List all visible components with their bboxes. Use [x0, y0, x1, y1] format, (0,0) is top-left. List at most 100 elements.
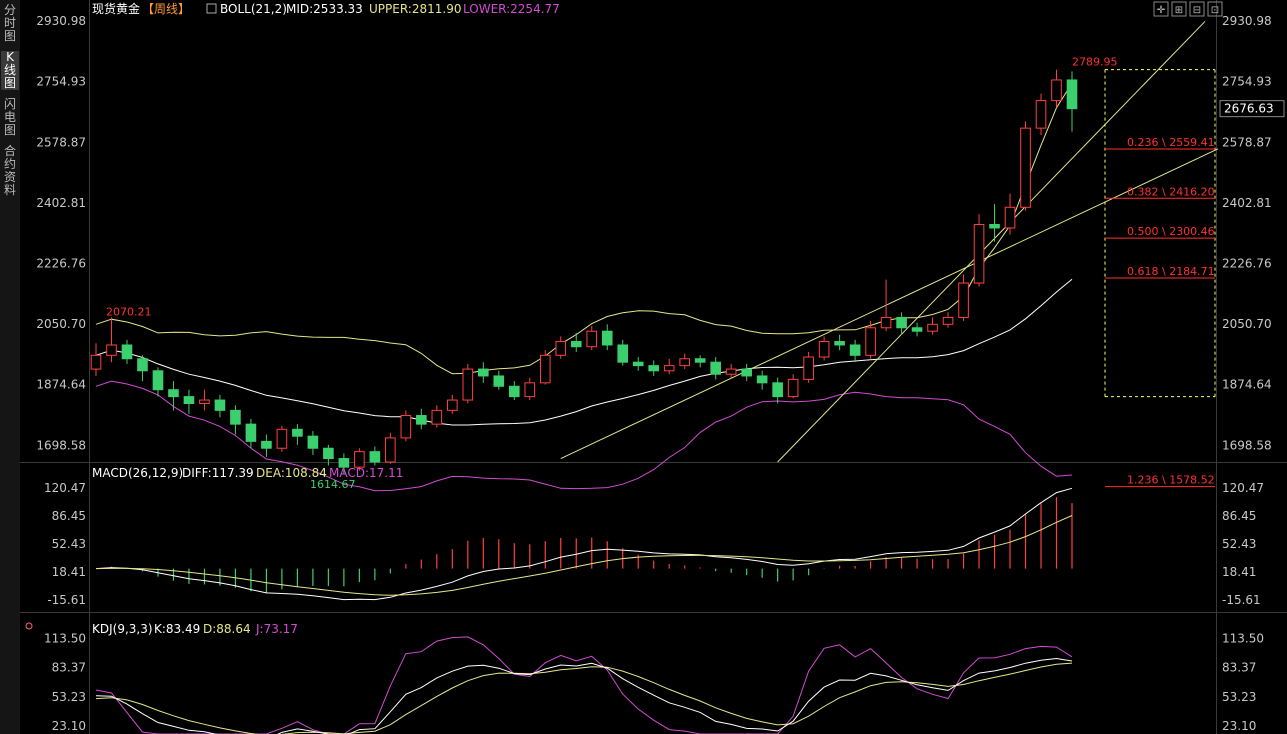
candle-body-58 — [989, 224, 1000, 229]
kdj-label: KDJ(9,3,3) — [92, 622, 153, 636]
zoom-out-icon-glyph: ⊟ — [1193, 5, 1201, 16]
candle-body-48 — [834, 341, 845, 346]
zoom-out-icon[interactable] — [1189, 1, 1205, 17]
y-tick-left-3: 2402.81 — [36, 196, 86, 210]
macd-tick-right-4: -15.61 — [1222, 593, 1261, 607]
candle-body-9 — [230, 409, 241, 425]
candle-body-27 — [508, 385, 520, 398]
macd-tick-right-1: 86.45 — [1222, 509, 1256, 523]
candle-body-42 — [741, 368, 752, 377]
boll-toggle-icon — [206, 3, 217, 14]
kdj-tick-left-1: 83.37 — [52, 661, 86, 675]
candle-body-36 — [648, 365, 660, 372]
candle-body-35 — [632, 361, 644, 367]
candle-body-43 — [756, 375, 768, 384]
boll-upper-line — [95, 83, 1073, 375]
candle-body-40 — [710, 361, 721, 375]
boll-mid: MID:2533.33 — [286, 2, 363, 16]
candle-body-51 — [880, 316, 892, 329]
crosshair-icon[interactable] — [1153, 1, 1169, 17]
sidebar-tab-0[interactable]: 分时图 — [3, 3, 16, 43]
y-tick-right-1: 2754.93 — [1222, 75, 1272, 89]
macd-label: MACD(26,12,9) — [92, 466, 183, 480]
fib-label-0: 0.236 \ 2559.41 — [1127, 136, 1215, 149]
candle-body-32 — [586, 330, 598, 348]
y-tick-right-6: 1874.64 — [1222, 378, 1272, 392]
candle-body-54 — [927, 323, 938, 332]
macd-tick-left-0: 120.47 — [44, 481, 86, 495]
period-label: 【周线】 — [142, 2, 190, 16]
y-tick-right-4: 2226.76 — [1222, 256, 1272, 270]
candle-body-22 — [431, 409, 443, 425]
candle-body-55 — [942, 316, 954, 325]
candle-body-47 — [818, 341, 830, 358]
y-tick-right-0: 2930.98 — [1222, 14, 1272, 28]
chart-area[interactable]: 2930.98 2930.98 2754.93 2754.93 2578.87 2578.… — [20, 0, 1287, 734]
kdj-k-line — [95, 657, 1073, 734]
macd-tick-right-2: 52.43 — [1222, 537, 1256, 551]
macd-value: MACD:17.11 — [329, 466, 403, 480]
candle-body-30 — [555, 341, 567, 356]
left-high-label: 2070.21 — [106, 305, 152, 318]
candle-body-26 — [493, 375, 505, 387]
boll-mid-line — [95, 278, 1073, 426]
macd-tick-left-3: 18.41 — [52, 565, 86, 579]
instrument-name: 现货黄金 — [92, 1, 140, 16]
candle-body-52 — [896, 316, 907, 329]
fib-label-2: 0.500 \ 2300.46 — [1127, 225, 1215, 238]
crosshair-icon-glyph: ✛ — [1157, 5, 1166, 16]
zoom-in-icon[interactable] — [1171, 1, 1187, 17]
candle-body-3 — [137, 358, 148, 372]
trendline-upper — [777, 21, 1206, 463]
sidebar-tab-1[interactable]: K线图 — [1, 51, 19, 90]
sidebar-tab-2[interactable]: 闪电图 — [3, 97, 16, 137]
candle-body-34 — [617, 344, 629, 363]
macd-tick-left-2: 52.43 — [52, 537, 86, 551]
candle-body-2 — [121, 344, 133, 360]
y-tick-right-2: 2578.87 — [1222, 135, 1272, 149]
kdj-tick-left-0: 113.50 — [44, 631, 86, 645]
candle-body-38 — [679, 358, 691, 367]
candle-body-49 — [849, 344, 861, 356]
macd-diff-line — [95, 487, 1073, 601]
sidebar-tab-3[interactable]: 合约资料 — [3, 144, 16, 197]
candle-body-59 — [1004, 206, 1016, 229]
fib-label-1: 0.382 \ 2416.20 — [1127, 185, 1215, 198]
boll-upper: UPPER:2811.90 — [369, 2, 461, 16]
y-tick-right-5: 2050.70 — [1222, 317, 1272, 331]
candle-body-7 — [199, 399, 210, 404]
candle-body-13 — [292, 428, 303, 437]
kdj-j: J:73.17 — [255, 622, 298, 636]
candle-body-28 — [524, 382, 536, 398]
y-tick-right-3: 2402.81 — [1222, 196, 1272, 210]
candle-body-46 — [803, 356, 814, 380]
kdj-d: D:88.64 — [203, 622, 251, 636]
candle-body-44 — [772, 382, 783, 398]
high-label: 2789.95 — [1072, 56, 1118, 69]
candle-body-39 — [694, 358, 706, 363]
boll-lower-line — [95, 380, 1073, 492]
macd-dea: DEA:108.84 — [256, 466, 327, 480]
candle-body-25 — [477, 368, 489, 377]
y-tick-right-7: 1698.58 — [1222, 438, 1272, 452]
candle-body-16 — [338, 458, 350, 468]
candle-body-60 — [1020, 127, 1031, 208]
kdj-tick-left-3: 23.10 — [52, 719, 86, 733]
candle-body-4 — [152, 370, 164, 391]
y-tick-left-2: 2578.87 — [36, 135, 86, 149]
current-price-box — [1219, 100, 1285, 118]
y-tick-left-1: 2754.93 — [36, 75, 86, 89]
candle-body-0 — [90, 354, 102, 370]
fullscreen-icon[interactable] — [1207, 1, 1223, 17]
kdj-tick-right-0: 113.50 — [1222, 631, 1264, 645]
kdj-tick-left-2: 53.23 — [52, 690, 86, 704]
candle-body-8 — [214, 399, 226, 411]
candle-body-45 — [787, 378, 799, 398]
y-tick-left-4: 2226.76 — [36, 256, 86, 270]
candle-body-50 — [865, 327, 876, 356]
candle-body-1 — [106, 344, 117, 356]
candle-body-23 — [447, 399, 458, 411]
candle-body-5 — [168, 389, 179, 398]
macd-diff: DIFF:117.39 — [182, 466, 254, 480]
candle-body-10 — [245, 423, 257, 442]
